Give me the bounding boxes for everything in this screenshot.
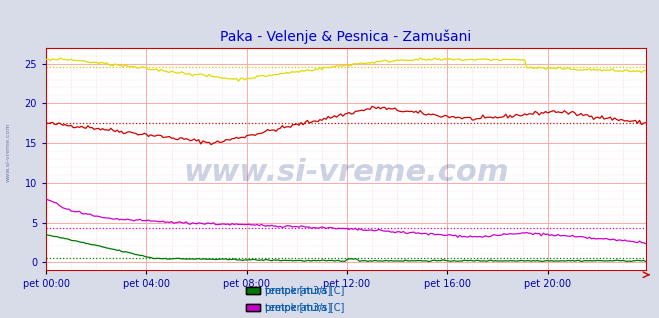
Text: pretok [m3/s]: pretok [m3/s] bbox=[265, 302, 331, 313]
Text: www.si-vreme.com: www.si-vreme.com bbox=[183, 158, 509, 187]
Text: temperatura [C]: temperatura [C] bbox=[265, 302, 344, 313]
Text: www.si-vreme.com: www.si-vreme.com bbox=[5, 123, 11, 183]
Text: pretok [m3/s]: pretok [m3/s] bbox=[265, 286, 331, 296]
Text: temperatura [C]: temperatura [C] bbox=[265, 286, 344, 296]
Title: Paka - Velenje & Pesnica - Zamušani: Paka - Velenje & Pesnica - Zamušani bbox=[220, 29, 472, 44]
